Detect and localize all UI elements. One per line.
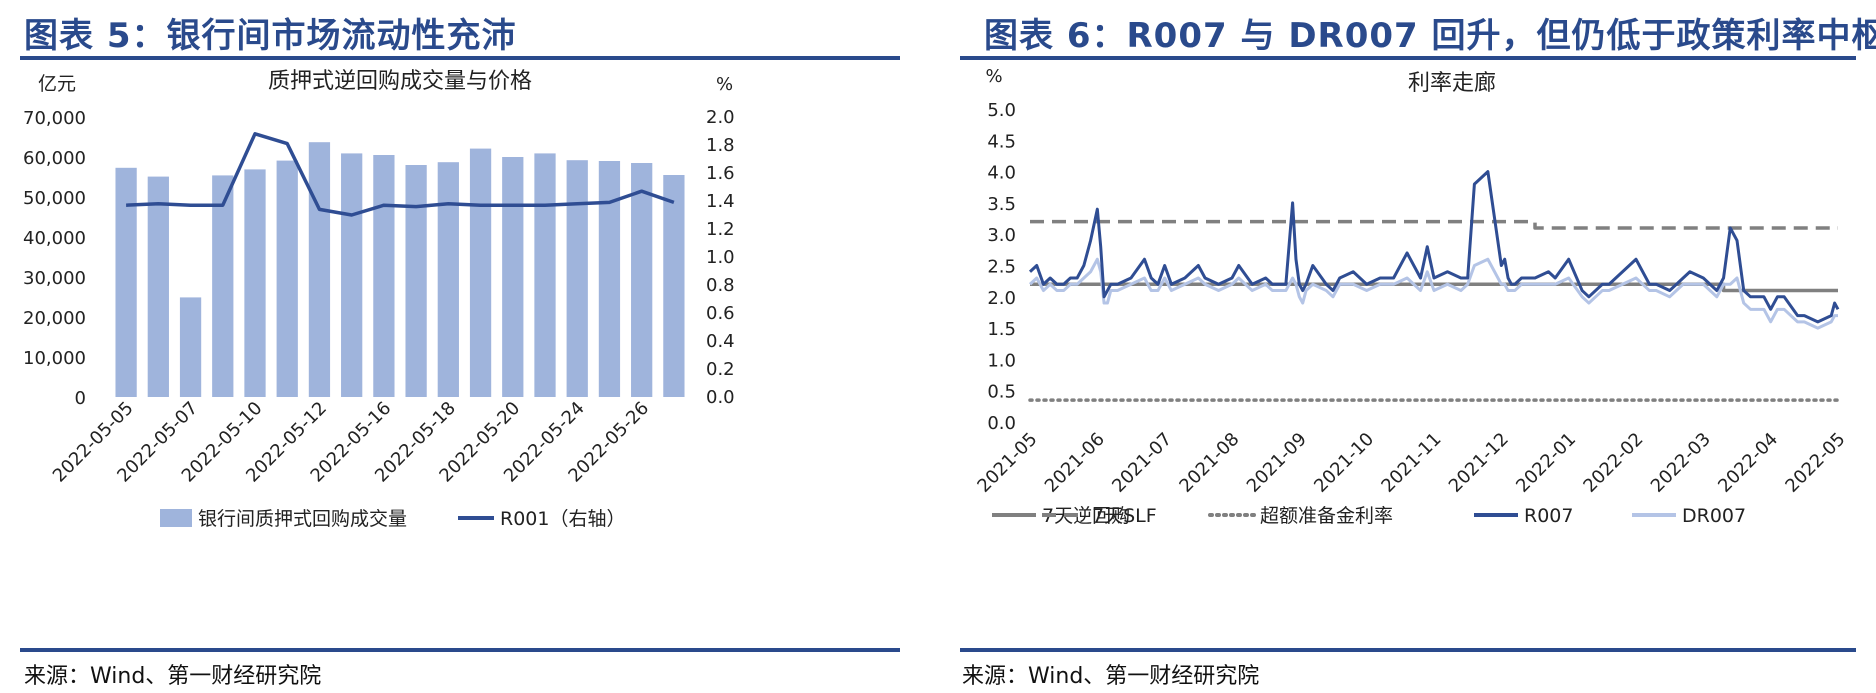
legend-r007-label: R007: [1524, 505, 1573, 527]
figure-title-right: 图表 6：R007 与 DR007 回升，但仍低于政策利率中枢: [984, 16, 1876, 56]
y-tick-label: 0: [75, 388, 86, 409]
y-tick-label: 4.5: [987, 131, 1016, 152]
legend-label-volume: 银行间质押式回购成交量: [198, 508, 407, 530]
x-tick-label: 2022-02: [1579, 429, 1647, 497]
y2-tick-label: 0.0: [706, 387, 735, 408]
bar: [373, 155, 395, 397]
y-tick-label: 70,000: [23, 108, 86, 129]
y2-tick-label: 0.6: [706, 303, 735, 324]
legend-slf-label: 7天SLF: [1092, 505, 1157, 527]
title-rule-right: [960, 56, 1856, 60]
y2-tick-label: 0.8: [706, 275, 735, 296]
y-tick-label: 0.5: [987, 382, 1016, 403]
bar: [276, 160, 298, 397]
y-tick-label: 2.0: [987, 288, 1016, 309]
slf-7d-line: [1030, 219, 1838, 230]
x-tick-label: 2021-09: [1243, 429, 1311, 497]
y2-tick-label: 1.4: [706, 191, 735, 212]
y-tick-label: 50,000: [23, 188, 86, 209]
y-tick-label: 4.0: [987, 163, 1016, 184]
y-tick-label: 1.0: [987, 350, 1016, 371]
dr007-line: [1028, 257, 1838, 330]
panel-left-repo-volume: 图表 5：银行间市场流动性充沛 质押式逆回购成交量与价格 亿元% 0 10,000 20…: [0, 0, 920, 693]
bar: [341, 153, 363, 397]
x-tick-label: 2022-03: [1647, 429, 1715, 497]
y2-tick-label: 0.4: [706, 331, 735, 352]
x-tick-label: 2022-05: [1781, 429, 1849, 497]
bar: [598, 161, 621, 397]
y-tick-label: 40,000: [23, 228, 86, 249]
y-tick-label: 1.5: [987, 319, 1016, 340]
x-tick-label: 2021-06: [1041, 429, 1109, 497]
r001-line: [126, 132, 675, 217]
y2-tick-label: 2.0: [706, 107, 735, 128]
x-tick-label: 2021-12: [1445, 429, 1513, 497]
title-rule-left: [20, 56, 900, 60]
chart-title: 质押式逆回购成交量与价格: [268, 69, 532, 94]
legend-label-r001: R001（右轴）: [500, 508, 625, 530]
x-tick-label: 2021-07: [1108, 429, 1176, 497]
footer-rule-left: [20, 648, 900, 652]
legend-swatch-volume: [160, 509, 192, 527]
bar: [244, 169, 266, 397]
y-tick-label: 3.5: [987, 194, 1016, 215]
y-tick-label: 2.5: [987, 257, 1016, 278]
bar: [115, 167, 137, 397]
x-tick-label: 2022-04: [1714, 429, 1782, 497]
y-tick-label: 3.0: [987, 225, 1016, 246]
chart-title: 利率走廊: [1408, 71, 1496, 96]
panel-right-rate-corridor: 图表 6：R007 与 DR007 回升，但仍低于政策利率中枢 利率走廊% 0.0…: [960, 0, 1876, 693]
y2-tick-label: 1.2: [706, 219, 735, 240]
y-tick-label: 10,000: [23, 348, 86, 369]
legend-reverse-repo-label: 7天逆回购: [1042, 505, 1130, 527]
left-axis-unit: 亿元: [38, 73, 76, 95]
bar: [469, 148, 492, 397]
y-axis-unit: %: [985, 66, 1002, 87]
bar: [631, 163, 653, 397]
y2-tick-label: 1.8: [706, 135, 735, 156]
bar: [663, 175, 685, 397]
y-tick-label: 20,000: [23, 308, 86, 329]
y-tick-label: 5.0: [987, 100, 1016, 121]
y2-tick-label: 1.6: [706, 163, 735, 184]
source-left: 来源：Wind、第一财经研究院: [24, 664, 322, 689]
chart-left: 质押式逆回购成交量与价格 亿元 % 0 10,000 20,000 30,000 40,000…: [23, 69, 735, 530]
figure-title-left: 图表 5：银行间市场流动性充沛: [24, 16, 517, 56]
x-tick-label: 2021-10: [1310, 429, 1378, 497]
source-right: 来源：Wind、第一财经研究院: [962, 664, 1260, 689]
x-tick-label: 2021-05: [973, 429, 1041, 497]
y2-tick-label: 1.0: [706, 247, 735, 268]
bar: [405, 165, 427, 397]
footer-rule-right: [960, 648, 1856, 652]
x-tick-label: 2022-01: [1512, 429, 1580, 497]
bar: [437, 162, 459, 397]
y-tick-label: 60,000: [23, 148, 86, 169]
bar: [308, 142, 331, 397]
right-axis-unit: %: [716, 74, 733, 95]
bar: [502, 157, 524, 397]
bar: [534, 153, 556, 397]
legend-dr007-label: DR007: [1682, 505, 1746, 527]
bar: [566, 160, 588, 397]
legend-excess-reserve-label: 超额准备金利率: [1260, 505, 1393, 527]
bar: [212, 175, 234, 397]
x-tick-label: 2021-08: [1175, 429, 1243, 497]
x-tick-label: 2021-11: [1377, 429, 1445, 497]
y-tick-label: 30,000: [23, 268, 86, 289]
r007-line: [1028, 170, 1840, 324]
y2-tick-label: 0.2: [706, 359, 735, 380]
bar: [147, 176, 169, 397]
bar: [179, 297, 202, 397]
chart-right: 利率走廊% 0.0 0.5 1.0 1.5 2.0 2.5 3.0 3.5 4.0 4.5 5.0 20…: [973, 66, 1849, 527]
y-tick-label: 0.0: [987, 413, 1016, 434]
